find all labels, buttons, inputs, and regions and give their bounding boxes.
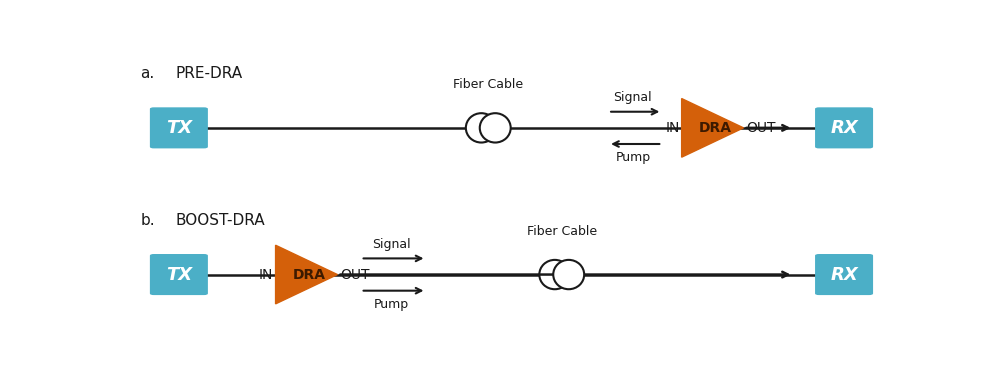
- Text: DRA: DRA: [700, 121, 733, 135]
- Text: OUT: OUT: [746, 121, 775, 135]
- Text: IN: IN: [666, 121, 680, 135]
- FancyBboxPatch shape: [815, 107, 873, 148]
- Text: Pump: Pump: [374, 298, 409, 311]
- Ellipse shape: [553, 260, 584, 289]
- Text: RX: RX: [830, 266, 858, 283]
- Text: IN: IN: [258, 267, 273, 282]
- Text: a.: a.: [140, 66, 155, 81]
- FancyBboxPatch shape: [815, 254, 873, 295]
- Text: Fiber Cable: Fiber Cable: [527, 225, 597, 238]
- Polygon shape: [682, 99, 744, 157]
- Text: BOOST-DRA: BOOST-DRA: [175, 213, 264, 228]
- Text: Signal: Signal: [614, 91, 653, 104]
- Polygon shape: [275, 245, 337, 304]
- FancyBboxPatch shape: [150, 107, 208, 148]
- Text: Fiber Cable: Fiber Cable: [453, 78, 523, 91]
- Text: RX: RX: [830, 119, 858, 137]
- FancyBboxPatch shape: [150, 254, 208, 295]
- Ellipse shape: [539, 260, 570, 289]
- Text: b.: b.: [140, 213, 155, 228]
- Text: DRA: DRA: [293, 267, 326, 282]
- Text: Pump: Pump: [616, 151, 651, 164]
- Text: TX: TX: [166, 266, 192, 283]
- Text: PRE-DRA: PRE-DRA: [175, 66, 243, 81]
- Text: TX: TX: [166, 119, 192, 137]
- Text: Signal: Signal: [372, 238, 411, 251]
- Ellipse shape: [480, 113, 511, 142]
- Ellipse shape: [466, 113, 497, 142]
- Text: OUT: OUT: [339, 267, 369, 282]
